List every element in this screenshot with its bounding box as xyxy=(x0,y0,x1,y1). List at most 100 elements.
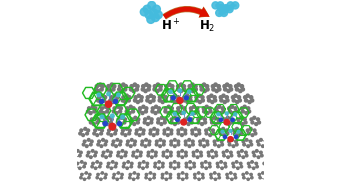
Circle shape xyxy=(255,123,258,125)
Circle shape xyxy=(130,145,132,147)
Circle shape xyxy=(130,118,133,121)
Circle shape xyxy=(193,112,196,115)
Circle shape xyxy=(153,85,157,88)
Circle shape xyxy=(181,119,187,125)
Circle shape xyxy=(257,143,260,146)
Circle shape xyxy=(230,118,233,121)
Circle shape xyxy=(251,134,254,136)
Circle shape xyxy=(229,172,232,174)
Circle shape xyxy=(97,89,100,93)
Circle shape xyxy=(147,85,151,88)
Circle shape xyxy=(141,112,144,115)
Circle shape xyxy=(170,143,173,146)
Circle shape xyxy=(148,2,156,9)
Circle shape xyxy=(189,161,191,163)
Circle shape xyxy=(177,88,180,91)
Circle shape xyxy=(195,134,197,136)
Circle shape xyxy=(115,165,117,168)
Circle shape xyxy=(187,116,190,119)
Circle shape xyxy=(130,88,133,91)
Circle shape xyxy=(174,116,176,119)
Circle shape xyxy=(143,161,145,163)
Circle shape xyxy=(250,143,253,146)
Circle shape xyxy=(105,156,107,158)
Circle shape xyxy=(151,107,154,110)
Circle shape xyxy=(166,150,168,152)
Circle shape xyxy=(134,140,136,143)
Circle shape xyxy=(121,129,124,132)
Circle shape xyxy=(176,118,179,122)
Circle shape xyxy=(239,129,242,132)
Circle shape xyxy=(120,89,123,93)
Circle shape xyxy=(170,151,172,154)
Circle shape xyxy=(152,5,160,13)
Circle shape xyxy=(152,99,155,102)
Circle shape xyxy=(228,140,230,143)
Circle shape xyxy=(100,162,102,165)
Circle shape xyxy=(152,96,155,99)
Circle shape xyxy=(154,162,157,165)
Circle shape xyxy=(129,105,132,108)
Circle shape xyxy=(141,88,145,91)
Circle shape xyxy=(225,83,229,86)
Circle shape xyxy=(255,162,257,165)
Circle shape xyxy=(224,165,227,168)
Circle shape xyxy=(226,177,229,179)
Circle shape xyxy=(133,83,136,86)
Circle shape xyxy=(218,145,220,147)
Circle shape xyxy=(237,130,240,133)
Circle shape xyxy=(122,165,125,168)
Circle shape xyxy=(115,129,117,132)
Circle shape xyxy=(191,132,194,135)
Circle shape xyxy=(248,110,251,113)
Circle shape xyxy=(84,162,86,165)
Circle shape xyxy=(128,129,131,132)
Circle shape xyxy=(235,110,238,113)
Circle shape xyxy=(244,121,247,124)
Circle shape xyxy=(260,139,262,141)
Circle shape xyxy=(186,173,188,176)
Circle shape xyxy=(190,121,193,124)
Circle shape xyxy=(82,143,85,146)
Circle shape xyxy=(97,143,100,146)
Circle shape xyxy=(251,161,253,163)
Circle shape xyxy=(201,99,204,102)
Circle shape xyxy=(221,5,228,13)
Circle shape xyxy=(158,161,160,163)
Circle shape xyxy=(116,96,119,99)
Circle shape xyxy=(177,140,180,143)
Circle shape xyxy=(131,162,133,165)
Circle shape xyxy=(157,118,160,121)
Circle shape xyxy=(91,105,94,108)
Circle shape xyxy=(136,85,139,88)
Circle shape xyxy=(193,105,195,108)
Circle shape xyxy=(161,101,164,104)
Circle shape xyxy=(107,132,109,135)
Circle shape xyxy=(232,112,235,115)
Circle shape xyxy=(217,2,224,9)
Circle shape xyxy=(91,150,94,152)
Circle shape xyxy=(217,121,220,124)
Circle shape xyxy=(209,165,211,168)
Circle shape xyxy=(213,99,217,102)
Circle shape xyxy=(161,177,163,179)
Circle shape xyxy=(198,129,201,132)
Circle shape xyxy=(138,134,141,136)
Circle shape xyxy=(206,143,209,146)
Circle shape xyxy=(117,154,119,157)
Circle shape xyxy=(76,162,79,165)
Circle shape xyxy=(110,118,113,121)
Circle shape xyxy=(184,121,187,124)
Circle shape xyxy=(76,150,79,152)
Circle shape xyxy=(89,121,92,124)
Circle shape xyxy=(93,132,95,135)
Circle shape xyxy=(97,93,101,97)
Circle shape xyxy=(221,143,223,146)
Circle shape xyxy=(186,94,189,97)
Circle shape xyxy=(251,121,254,124)
Circle shape xyxy=(125,151,127,154)
Circle shape xyxy=(140,96,143,99)
Circle shape xyxy=(158,96,162,99)
Circle shape xyxy=(237,167,239,169)
Circle shape xyxy=(139,99,143,102)
